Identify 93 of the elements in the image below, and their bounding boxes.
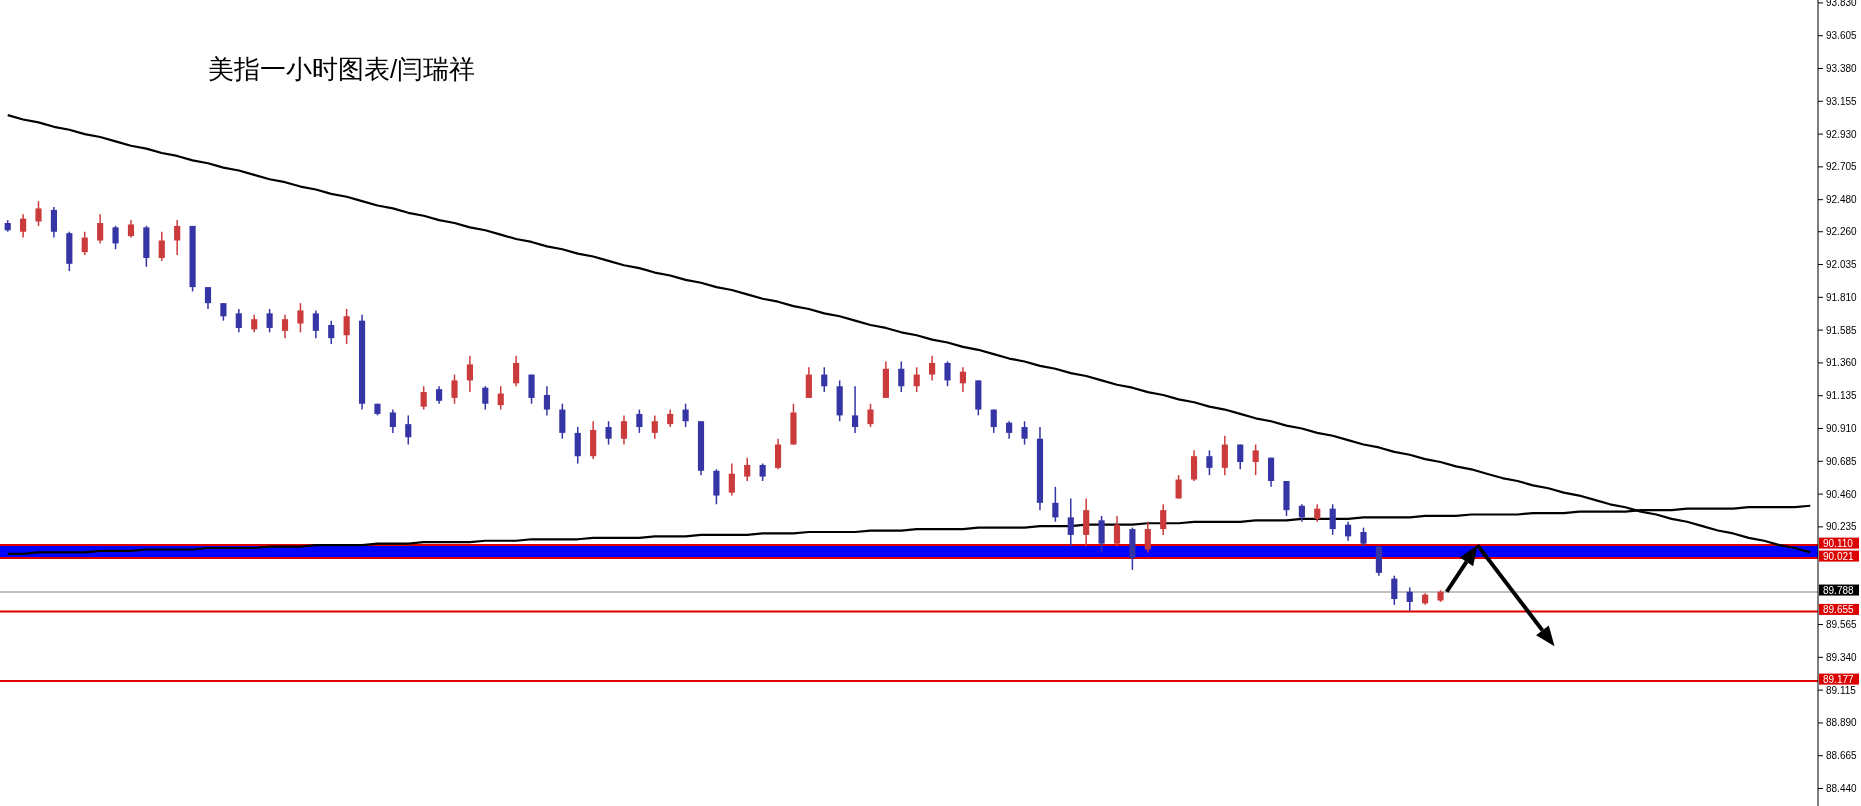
candlestick xyxy=(605,420,612,446)
candlestick xyxy=(744,456,751,482)
candlestick xyxy=(513,354,520,387)
y-tick-label: 92.260 xyxy=(1826,226,1858,238)
y-tick-label: 93.155 xyxy=(1826,95,1858,107)
candlestick xyxy=(867,402,874,428)
candlestick xyxy=(620,414,628,446)
y-tick-label: 89.115 xyxy=(1826,684,1857,696)
candlestick xyxy=(728,462,735,497)
candlestick xyxy=(959,366,966,393)
candlestick xyxy=(297,302,304,334)
candlestick xyxy=(420,385,427,411)
candlestick xyxy=(1329,503,1336,536)
candlestick xyxy=(451,373,458,405)
candlestick xyxy=(35,200,42,227)
candlestick xyxy=(574,426,581,465)
y-tick-label: 90.685 xyxy=(1826,455,1858,467)
candlestick xyxy=(1267,456,1275,488)
candlestick xyxy=(281,314,289,339)
candlestick xyxy=(235,308,242,334)
candlestick xyxy=(1406,586,1413,612)
candlestick xyxy=(805,366,812,399)
candlestick xyxy=(112,225,119,250)
ref-line-label: 90.021 xyxy=(1823,550,1855,562)
candlestick xyxy=(774,437,782,471)
candlestick xyxy=(97,213,104,245)
candlestick xyxy=(466,354,473,393)
candlestick xyxy=(389,408,396,434)
y-tick-label: 90.235 xyxy=(1826,521,1858,533)
candlestick xyxy=(1052,486,1059,523)
ref-line-label: 89.788 xyxy=(1823,584,1855,596)
candlestick xyxy=(944,360,951,387)
y-tick-label: 90.910 xyxy=(1826,423,1858,435)
y-tick-label: 89.565 xyxy=(1826,619,1858,631)
ref-line-label: 90.110 xyxy=(1823,537,1854,549)
candlestick xyxy=(204,286,212,310)
candlestick xyxy=(1221,435,1228,476)
candlestick xyxy=(81,230,88,256)
y-tick-label: 91.585 xyxy=(1826,324,1858,336)
candlestick xyxy=(1113,515,1121,548)
y-tick-label: 88.890 xyxy=(1826,717,1858,729)
candlestick xyxy=(821,366,828,393)
candlestick xyxy=(898,360,905,393)
y-tick-label: 90.460 xyxy=(1826,488,1858,500)
candlestick xyxy=(1360,526,1367,548)
y-tick-label: 88.665 xyxy=(1826,750,1858,762)
y-tick-label: 89.340 xyxy=(1826,651,1858,663)
y-tick-label: 92.480 xyxy=(1826,194,1858,206)
candlestick xyxy=(528,373,535,405)
y-tick-label: 92.930 xyxy=(1826,128,1858,140)
candlestick xyxy=(1021,420,1028,446)
candlestick xyxy=(1160,503,1167,536)
candlestick xyxy=(1190,449,1198,482)
candlestick xyxy=(636,408,643,434)
y-tick-label: 91.810 xyxy=(1826,291,1858,303)
candlestick xyxy=(929,354,936,382)
candlestick xyxy=(266,308,273,334)
candlestick xyxy=(328,319,335,345)
candlestick xyxy=(1345,521,1352,542)
candlestick xyxy=(20,213,27,239)
candlestick xyxy=(1098,515,1105,554)
candlestick xyxy=(1391,574,1398,606)
candlestick xyxy=(174,219,181,256)
candlestick xyxy=(482,385,489,411)
candlestick xyxy=(651,414,658,440)
ref-line-label: 89.177 xyxy=(1823,673,1855,685)
candlestick xyxy=(158,230,165,262)
candlestick xyxy=(913,366,920,393)
candlestick xyxy=(1206,449,1213,476)
ref-line-label: 89.655 xyxy=(1823,603,1855,615)
candlestick xyxy=(1252,443,1259,476)
y-tick-label: 88.440 xyxy=(1826,783,1858,795)
text: 美指一小时图表/闫瑞祥 xyxy=(208,54,476,84)
line-series xyxy=(6,114,1812,554)
candlestick xyxy=(312,309,319,339)
candlestick xyxy=(1237,443,1244,471)
y-tick-label: 92.705 xyxy=(1826,161,1858,173)
y-tick-label: 92.035 xyxy=(1826,259,1858,271)
candlestick xyxy=(682,402,689,428)
candlestick xyxy=(852,385,859,434)
candlestick xyxy=(50,206,58,239)
candlestick xyxy=(1067,497,1074,548)
candlestick xyxy=(343,308,350,345)
candlestick xyxy=(543,385,551,417)
y-tick-label: 93.830 xyxy=(1826,0,1858,9)
candlestick xyxy=(559,402,566,440)
y-tick-label: 93.380 xyxy=(1826,63,1858,74)
candlestick xyxy=(497,385,504,411)
candlestick xyxy=(405,414,412,446)
candlestick xyxy=(1144,521,1151,554)
y-tick-label: 91.135 xyxy=(1826,390,1858,402)
y-tick-label: 91.360 xyxy=(1826,357,1858,369)
y-tick-label: 93.605 xyxy=(1826,30,1858,42)
